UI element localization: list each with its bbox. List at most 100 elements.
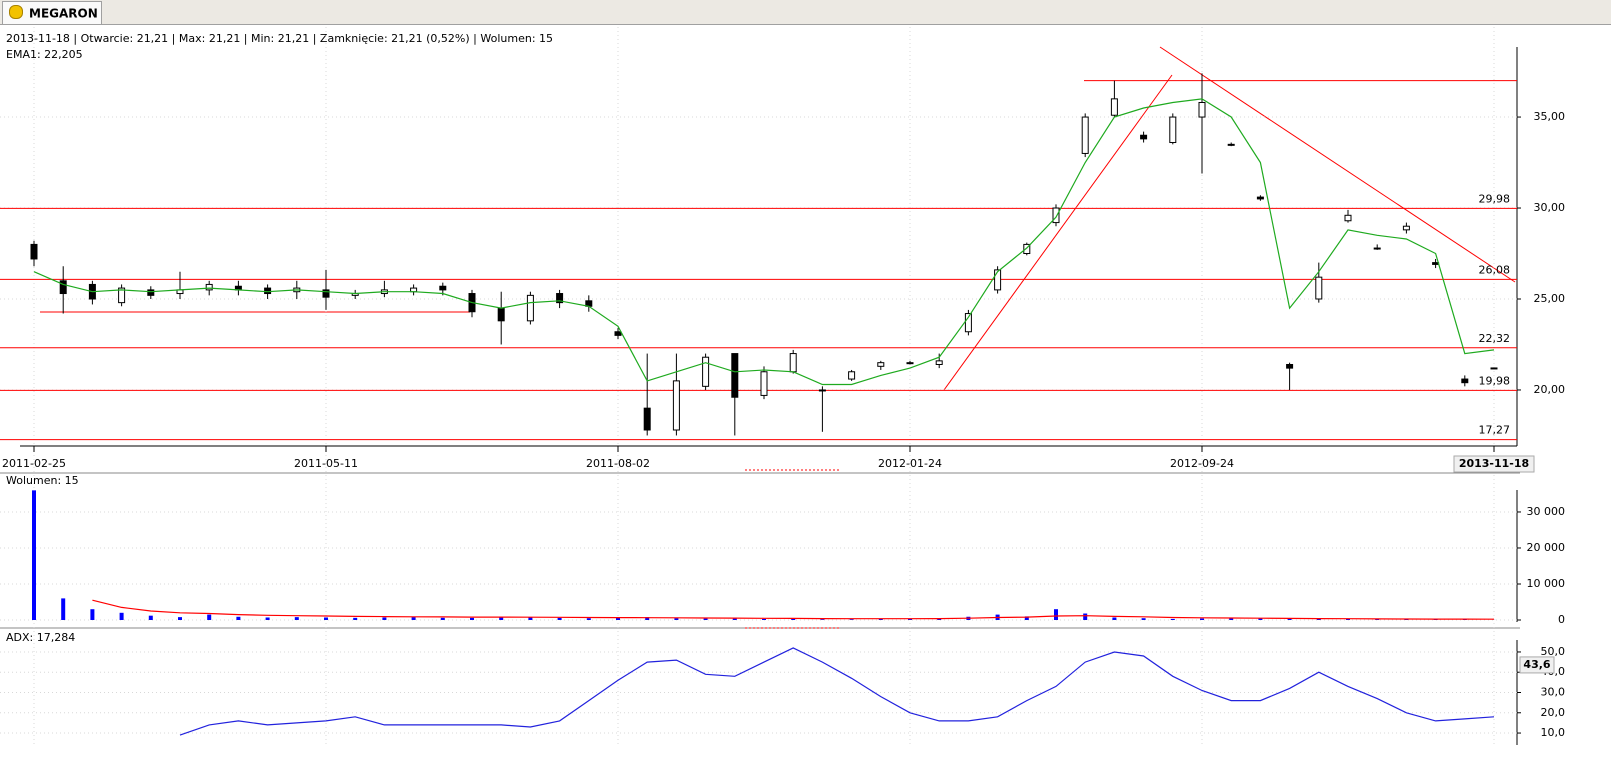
level-label: 26,08 xyxy=(1479,263,1511,276)
candle-body xyxy=(205,283,213,291)
level-label: 17,27 xyxy=(1479,424,1511,437)
candle-body xyxy=(731,353,739,398)
volume-bar xyxy=(1287,618,1292,620)
y-tick-label: 20 000 xyxy=(1527,541,1566,554)
volume-bar xyxy=(1258,618,1263,620)
volume-bar xyxy=(1054,609,1058,620)
volume-bar xyxy=(1170,618,1175,620)
volume-bar xyxy=(732,618,737,620)
y-tick-label: 50,0 xyxy=(1541,645,1566,658)
y-tick-label: 20,00 xyxy=(1534,383,1566,396)
volume-bar xyxy=(324,617,328,620)
volume-bar xyxy=(1229,618,1234,620)
candle-body xyxy=(614,331,622,336)
candle-body xyxy=(760,371,768,396)
volume-bar xyxy=(1112,617,1117,620)
y-tick-label: 30 000 xyxy=(1527,505,1566,518)
volume-bar xyxy=(703,618,708,620)
volume-bar xyxy=(61,598,66,620)
adx-line xyxy=(179,647,1495,736)
volume-bar xyxy=(1141,618,1146,620)
volume-bar xyxy=(557,617,562,620)
candle-body xyxy=(322,289,330,298)
y-tick-label: 10,0 xyxy=(1541,726,1566,739)
candle-body xyxy=(526,294,534,322)
candle-body xyxy=(1169,116,1177,144)
volume-bar xyxy=(411,617,416,620)
x-tick-label: 2012-09-24 xyxy=(1170,457,1234,470)
candle-body xyxy=(1490,367,1498,370)
candle-body xyxy=(789,353,797,373)
x-cursor-box xyxy=(1453,455,1535,473)
volume-bar xyxy=(265,617,270,620)
volume-bar xyxy=(849,619,854,620)
volume-bar xyxy=(645,617,650,620)
candle-body xyxy=(877,362,885,367)
candle-body xyxy=(1344,214,1352,222)
y-tick-label: 20,0 xyxy=(1541,706,1566,719)
y-tick-label: 30,00 xyxy=(1534,201,1566,214)
candle-body xyxy=(1402,225,1410,231)
volume-bar xyxy=(499,617,504,620)
volume-bar xyxy=(353,617,358,620)
candle-body xyxy=(672,380,680,431)
volume-bar xyxy=(820,619,825,620)
info-line: 2013-11-18 | Otwarcie: 21,21 | Max: 21,2… xyxy=(6,32,553,45)
volume-bar xyxy=(1404,619,1409,620)
volume-bar xyxy=(207,614,212,620)
x-tick-label: 2011-08-02 xyxy=(586,457,650,470)
volume-bar xyxy=(382,617,387,620)
volume-bar xyxy=(878,618,883,620)
candle-body xyxy=(1227,143,1235,146)
candle-body xyxy=(1052,207,1060,224)
candle-body xyxy=(1140,134,1148,140)
candle-body xyxy=(935,360,943,365)
candle-body xyxy=(994,269,1002,291)
volume-bar xyxy=(762,618,766,620)
volume-bar xyxy=(616,617,620,620)
candle-body xyxy=(1461,378,1469,384)
volume-bar xyxy=(908,618,912,620)
candle-body xyxy=(848,371,856,380)
candle-body xyxy=(1286,363,1294,369)
x-tick-label: 2012-01-24 xyxy=(878,457,942,470)
y-tick-label: 10 000 xyxy=(1527,577,1566,590)
volume-bar xyxy=(90,609,95,620)
trend-line xyxy=(1159,46,1516,283)
trend-line xyxy=(943,74,1173,391)
legend-entry: Wolumen: 15 xyxy=(6,474,79,487)
candle-body xyxy=(264,287,272,295)
candle-body xyxy=(1373,247,1381,250)
candle-body xyxy=(1315,276,1323,300)
volume-bar xyxy=(674,618,679,620)
candle-body xyxy=(439,285,447,291)
x-tick-label: 2013-11-18 xyxy=(1459,457,1529,470)
candle-body xyxy=(118,287,126,304)
y-tick-label: 0 xyxy=(1558,613,1565,626)
candle-body xyxy=(1023,243,1031,255)
volume-average xyxy=(92,599,1495,620)
volume-bar xyxy=(470,617,474,620)
background xyxy=(0,25,1611,768)
candle-body xyxy=(1198,101,1206,118)
cursor-box xyxy=(1519,656,1555,674)
candle-body xyxy=(643,407,651,431)
volume-bar xyxy=(32,490,36,620)
volume-bar xyxy=(1024,616,1029,620)
level-label: 22,32 xyxy=(1479,332,1511,345)
chart: 2013-11-18 | Otwarcie: 21,21 | Max: 21,2… xyxy=(0,25,1611,768)
candle-body xyxy=(964,313,972,333)
y-tick-label: 30,0 xyxy=(1541,686,1566,699)
ema-line xyxy=(33,98,1495,386)
x-tick-label: 2011-05-11 xyxy=(294,457,358,470)
y-tick-label: 25,00 xyxy=(1534,292,1566,305)
tab[interactable]: MEGARON xyxy=(2,1,102,24)
x-tick-label: 2011-02-25 xyxy=(2,457,66,470)
candle-body xyxy=(1432,262,1440,265)
candle-body xyxy=(906,362,914,365)
volume-bar xyxy=(791,618,796,620)
candle-body xyxy=(147,289,155,296)
volume-bar xyxy=(1375,619,1380,620)
volume-bar xyxy=(440,617,445,620)
